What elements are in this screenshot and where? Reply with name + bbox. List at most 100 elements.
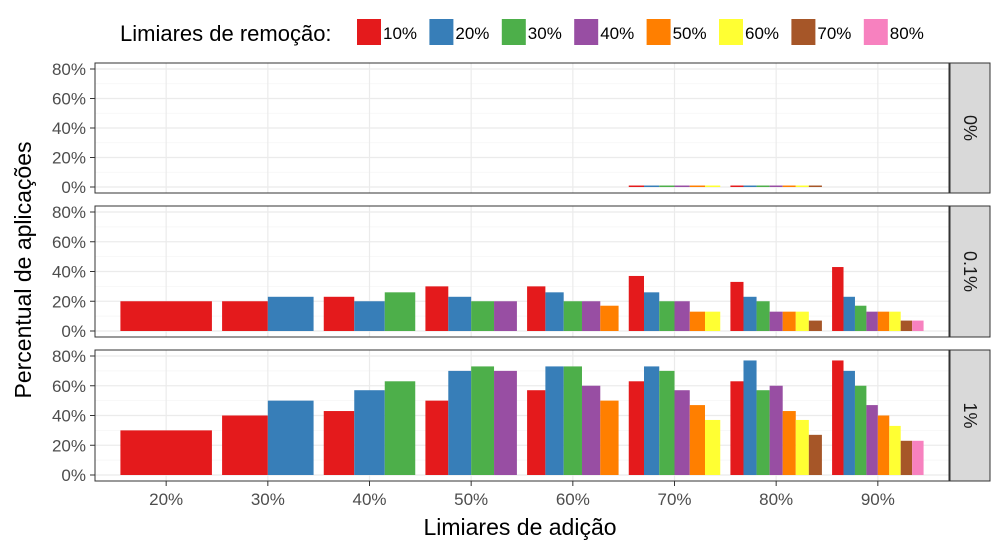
bar	[743, 296, 757, 331]
y-tick-label: 20%	[52, 436, 86, 455]
legend: Limiares de remoção: 10% 20% 30% 40% 50% 60% 7…	[120, 19, 924, 46]
bar	[854, 305, 867, 331]
y-tick-label: 20%	[52, 292, 86, 311]
bar	[782, 411, 796, 475]
bar	[900, 440, 913, 475]
bar	[705, 311, 721, 331]
y-tick-label: 0%	[61, 178, 86, 197]
x-tick-label: 50%	[454, 490, 488, 509]
legend-title: Limiares de remoção:	[120, 21, 332, 46]
y-tick-label: 0%	[61, 466, 86, 485]
bar	[323, 411, 355, 475]
bar	[354, 390, 385, 475]
legend-label-4: 40%	[600, 24, 634, 43]
y-tick-label: 20%	[52, 149, 86, 168]
legend-key-2	[429, 19, 454, 45]
bar	[267, 400, 314, 475]
legend-key-8	[863, 19, 888, 45]
y-tick-label: 40%	[52, 263, 86, 282]
facet-strip	[949, 349, 991, 482]
x-tick-label: 30%	[251, 490, 285, 509]
bar	[912, 440, 924, 475]
bar	[756, 185, 770, 187]
bar	[644, 185, 660, 187]
bar	[743, 185, 757, 187]
y-tick-label: 60%	[52, 233, 86, 252]
legend-label-1: 10%	[383, 24, 417, 43]
bar	[795, 185, 809, 187]
bar	[644, 292, 660, 331]
bar	[756, 390, 770, 475]
facet-strip-label: 1%	[960, 402, 980, 428]
x-tick-label: 90%	[861, 490, 895, 509]
bar	[354, 301, 385, 331]
bar	[674, 390, 690, 475]
bar	[730, 381, 744, 475]
bar	[448, 296, 472, 331]
bar	[628, 185, 644, 187]
bar	[912, 320, 924, 331]
y-tick-label: 60%	[52, 90, 86, 109]
bar	[674, 185, 690, 187]
facet-strip-label: 0.1%	[960, 251, 980, 292]
bar	[832, 360, 844, 475]
bar	[425, 286, 449, 331]
bar	[674, 301, 690, 331]
bar	[448, 370, 472, 475]
facet-strip	[949, 205, 991, 338]
bar	[659, 370, 675, 475]
bar	[563, 366, 582, 475]
bar	[889, 425, 901, 475]
bar	[527, 390, 546, 475]
panel-1: 0% 20% 40% 60% 80% 0%	[52, 60, 991, 197]
bar	[527, 286, 546, 331]
bar	[644, 366, 660, 475]
legend-key-6	[719, 19, 743, 45]
panel-border	[94, 205, 950, 338]
bar	[384, 292, 416, 331]
bar	[628, 381, 644, 475]
bar	[832, 267, 844, 331]
y-tick-label: 80%	[52, 203, 86, 222]
bar	[120, 430, 212, 475]
bar	[494, 370, 517, 475]
bar	[494, 301, 517, 331]
bar	[600, 305, 619, 331]
bar	[782, 185, 796, 187]
x-axis-title: Limiares de adição	[423, 514, 616, 540]
bar	[808, 434, 822, 475]
bar	[689, 185, 705, 187]
panel-2: 0% 20% 40% 60% 80% 0.1%	[52, 203, 991, 341]
bar	[705, 185, 721, 187]
bar	[730, 281, 744, 331]
legend-label-8: 80%	[890, 24, 924, 43]
bar	[222, 415, 268, 475]
x-tick-label: 20%	[149, 490, 183, 509]
y-axis-title: Percentual de aplicações	[10, 142, 36, 399]
y-tick-label: 0%	[61, 322, 86, 341]
bar	[384, 381, 416, 475]
legend-label-5: 50%	[673, 24, 707, 43]
panel-border	[94, 349, 950, 482]
legend-label-7: 70%	[817, 24, 851, 43]
bar	[563, 301, 582, 331]
bar	[689, 405, 705, 475]
bar	[769, 311, 783, 331]
legend-label-3: 30%	[528, 24, 562, 43]
bar	[889, 311, 901, 331]
x-tick-label: 40%	[352, 490, 386, 509]
bar	[581, 301, 601, 331]
y-tick-label: 40%	[52, 407, 86, 426]
bar	[323, 296, 355, 331]
bar	[877, 415, 890, 475]
bar	[600, 400, 619, 475]
bar	[120, 301, 212, 331]
bar	[769, 385, 783, 475]
x-tick-label: 60%	[556, 490, 590, 509]
legend-label-6: 60%	[745, 24, 779, 43]
bar	[581, 385, 601, 475]
bar	[782, 311, 796, 331]
bar	[900, 320, 913, 331]
